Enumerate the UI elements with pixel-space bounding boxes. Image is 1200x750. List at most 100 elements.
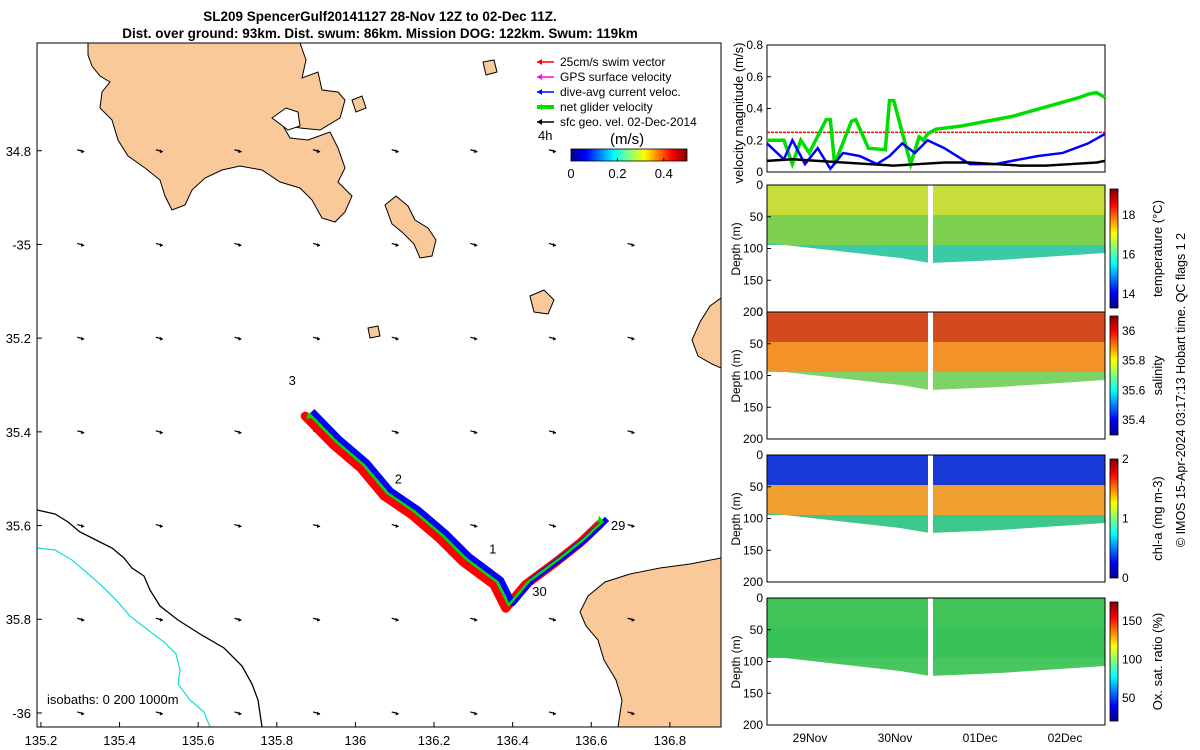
velocity-y-tick-label: 0.6 xyxy=(746,70,763,84)
geo-vector-head xyxy=(238,242,242,247)
section-depth-tick-label: 200 xyxy=(743,575,763,589)
geo-vector-head xyxy=(159,524,163,529)
velocity-y-ticks: 0 0.2 0.4 0.6 0.8 xyxy=(746,38,771,179)
section-band-deep xyxy=(767,513,1105,533)
section-depth-tick-label: 50 xyxy=(750,210,764,224)
map-x-tick-label: 136.8 xyxy=(654,733,687,748)
section-depth-tick-label: 0 xyxy=(756,448,763,462)
legend-label: net glider velocity xyxy=(560,100,653,114)
section-colorbar-tick-label: 18 xyxy=(1122,208,1136,222)
geo-vector-head xyxy=(552,149,556,154)
velocity-series-line xyxy=(766,132,1106,171)
velocity-y-label: velocity magnitude (m/s) xyxy=(731,43,746,184)
section-colorbar-tick-label: 50 xyxy=(1122,691,1136,705)
geo-vector-head xyxy=(238,430,242,435)
section-x-ticks: 29Nov 30Nov 01Dec 02Dec xyxy=(793,731,1083,745)
section-colorbar-tick-label: 1 xyxy=(1122,512,1129,526)
section-depth-label: Depth (m) xyxy=(729,349,743,402)
geo-vector-head xyxy=(631,524,635,529)
section-depth-tick-label: 0 xyxy=(756,305,763,319)
glider-track xyxy=(300,409,610,613)
geo-vector-head xyxy=(159,711,163,716)
map-x-tick-label: 136 xyxy=(345,733,367,748)
map-y-tick-label: -35 xyxy=(12,237,31,252)
section-colorbar-tick-label: 150 xyxy=(1122,614,1142,628)
geo-vector-head xyxy=(395,336,399,341)
track-end-marker xyxy=(597,515,604,523)
geo-vector-head xyxy=(238,336,242,341)
section-depth-label: Depth (m) xyxy=(729,635,743,688)
track-day-label: 1 xyxy=(489,542,496,557)
section-x-tick-label: 29Nov xyxy=(793,731,828,745)
section-x-tick-label: 02Dec xyxy=(1048,731,1083,745)
geo-vector-head xyxy=(631,336,635,341)
current-vector-trace xyxy=(310,409,610,607)
geo-vector-head xyxy=(81,430,85,435)
geo-vector-head xyxy=(159,430,163,435)
land-island-small-4 xyxy=(367,325,381,339)
geo-vector-head xyxy=(474,711,478,716)
geo-vector-head xyxy=(395,524,399,529)
geo-vector-head xyxy=(238,617,242,622)
land-island-small-2 xyxy=(482,59,498,76)
velocity-series-line xyxy=(766,158,1106,167)
section-colorbar-label: salinity xyxy=(1150,355,1165,395)
geo-vector-head xyxy=(317,336,321,341)
map-y-tick-label: 35.4 xyxy=(6,425,31,440)
section-depth-tick-label: 150 xyxy=(743,686,763,700)
track-day-labels: 3 2 1 30 29 xyxy=(289,373,626,599)
geo-vector-head xyxy=(317,711,321,716)
geo-vector-head xyxy=(81,242,85,247)
velocity-series xyxy=(766,90,1106,171)
section-colorbar-tick-label: 36 xyxy=(1122,324,1136,338)
section-depth-tick-label: 50 xyxy=(750,480,764,494)
section-x-tick-label: 30Nov xyxy=(878,731,913,745)
chart-title-line-1: SL209 SpencerGulf20141127 28-Nov 12Z to … xyxy=(203,9,557,24)
section-depth-tick-label: 50 xyxy=(750,623,764,637)
section-depth-tick-label: 200 xyxy=(743,305,763,319)
section-colorbar-tick-label: 0 xyxy=(1122,571,1129,585)
section-depth-tick-label: 200 xyxy=(743,432,763,446)
velocity-plot: 0 0.2 0.4 0.6 0.8 velocity magnitude (m/s) xyxy=(731,38,1106,184)
map-x-tick-label: 135.8 xyxy=(261,733,294,748)
section-depth-tick-label: 100 xyxy=(743,512,763,526)
section-colorbar-tick-label: 2 xyxy=(1122,452,1129,466)
map-x-tick-label: 136.6 xyxy=(575,733,608,748)
geo-vector-head xyxy=(631,711,635,716)
map-x-ticks: 135.2 135.4 135.6 135.8 136 136.2 136.4 136.6 13… xyxy=(25,722,687,748)
section-depth-tick-label: 0 xyxy=(756,591,763,605)
section-band-deep xyxy=(767,370,1105,390)
track-day-label: 29 xyxy=(611,518,625,533)
geo-vector-head xyxy=(552,336,556,341)
speed-colorbar xyxy=(570,148,688,162)
legend-arrow xyxy=(537,89,542,95)
map-x-tick-label: 136.4 xyxy=(496,733,529,748)
geo-vector-head xyxy=(81,149,85,154)
section-data-gap xyxy=(928,598,933,698)
geo-vector-head xyxy=(631,617,635,622)
geo-vector-head xyxy=(552,617,556,622)
geo-vector-head xyxy=(395,617,399,622)
section-data-gap xyxy=(928,455,933,555)
section-colorbar-tick-label: 35.4 xyxy=(1122,413,1146,427)
section-colorbar-tick-label: 16 xyxy=(1122,247,1136,261)
section-colorbar xyxy=(1109,315,1119,436)
section-band-mid xyxy=(767,342,1105,372)
geo-vector-head xyxy=(238,149,242,154)
section-band-surface xyxy=(767,312,1105,342)
geo-vector-head xyxy=(81,711,85,716)
track-day-label: 30 xyxy=(532,584,546,599)
land-eyre-peninsula xyxy=(87,43,353,223)
section-band-mid xyxy=(767,485,1105,515)
geo-vector-head xyxy=(159,617,163,622)
geo-vector-head xyxy=(159,242,163,247)
legend-label: GPS surface velocity xyxy=(560,70,671,84)
map-y-tick-label: 34.8 xyxy=(6,144,31,159)
geo-vector-head xyxy=(395,430,399,435)
section-colorbar-tick-label: 35.8 xyxy=(1122,354,1146,368)
map-y-tick-label: 35.2 xyxy=(6,331,31,346)
geo-vector-head xyxy=(159,336,163,341)
isobath-1000m xyxy=(37,547,211,727)
